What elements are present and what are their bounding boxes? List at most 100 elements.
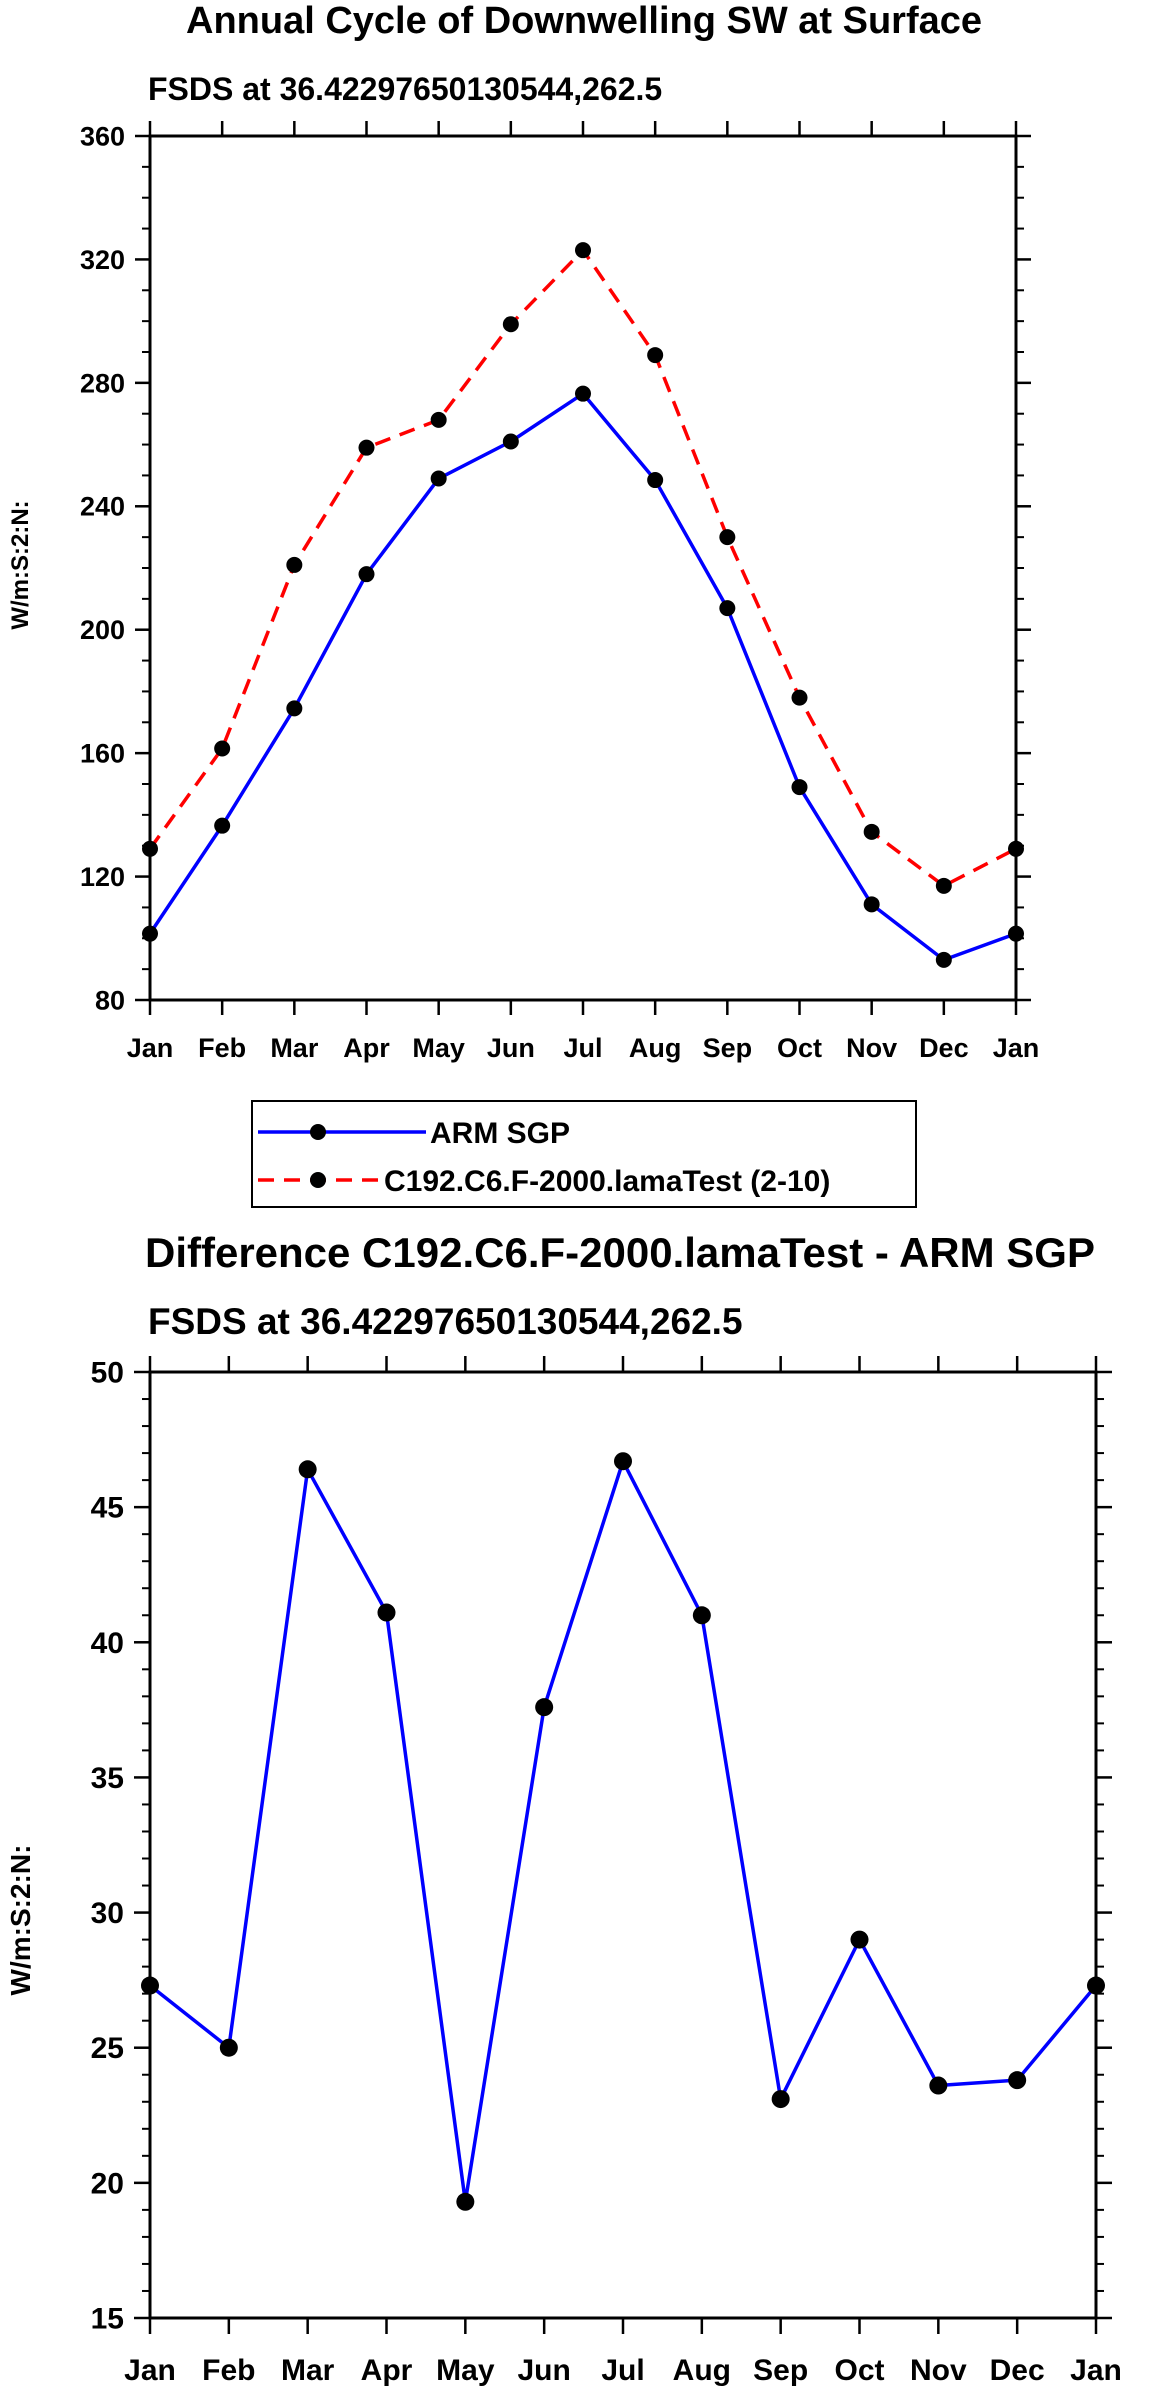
y-tick-label: 45	[91, 1492, 124, 1525]
series-0-point	[535, 1698, 554, 1717]
series-0-point	[286, 700, 303, 717]
series-0-point	[1087, 1976, 1105, 1995]
x-tick-label: Feb	[202, 2354, 255, 2387]
series-1-point	[647, 347, 664, 364]
x-tick-label: Apr	[343, 1033, 390, 1063]
x-tick-label: Jan	[127, 1033, 174, 1063]
series-1-point	[286, 556, 303, 573]
x-tick-label: Jan	[124, 2354, 176, 2387]
x-tick-label: Feb	[198, 1033, 246, 1063]
x-tick-label: May	[436, 2354, 495, 2387]
series-0-point	[430, 470, 447, 487]
bottom-chart-x-tick-labels: Jan Feb Mar Apr May Jun Jul Aug Sep Oct Nov Dec Jan	[124, 2354, 1122, 2387]
x-tick-label: Dec	[990, 2354, 1045, 2387]
x-tick-label: Mar	[270, 1033, 319, 1063]
series-0-point	[575, 385, 591, 402]
legend-label-c192: C192.C6.F-2000.lamaTest (2-10)	[384, 1165, 830, 1198]
top-chart-title: Annual Cycle of Downwelling SW at Surfac…	[186, 0, 982, 42]
legend-marker-c192	[310, 1172, 326, 1188]
series-1-point	[719, 529, 736, 546]
y-tick-label: 25	[91, 2032, 124, 2065]
bottom-chart-subtitle: FSDS at 36.42297650130544,262.5	[148, 1301, 743, 1342]
top-chart-ticks	[135, 121, 1031, 1015]
bottom-chart: Difference C192.C6.F-2000.lamaTest - ARM…	[5, 1229, 1122, 2387]
series-0-point	[692, 1606, 711, 1625]
bottom-chart-series	[141, 1452, 1105, 2211]
y-tick-label: 120	[80, 862, 125, 892]
x-tick-label: Dec	[919, 1033, 969, 1063]
bottom-chart-ylabel: W/m:S:2:N:	[5, 1845, 36, 1996]
series-0-point	[935, 951, 952, 968]
x-tick-label: Sep	[753, 2354, 808, 2387]
series-0-point	[141, 1976, 159, 1995]
x-tick-label: Jun	[517, 2354, 570, 2387]
x-tick-label: Jul	[601, 2354, 644, 2387]
x-tick-label: Jan	[993, 1033, 1040, 1063]
series-1-point	[430, 411, 447, 428]
top-chart-y-tick-labels: 80 120 160 200 240 280 320 360	[80, 121, 125, 1015]
x-tick-label: Jul	[563, 1033, 602, 1063]
series-0-point	[142, 925, 158, 942]
x-tick-label: Oct	[834, 2354, 884, 2387]
x-tick-label: Apr	[361, 2354, 413, 2387]
y-tick-label: 160	[80, 739, 125, 769]
y-tick-label: 280	[80, 368, 125, 398]
series-1-point	[935, 877, 952, 894]
series-1-point	[1008, 840, 1024, 857]
series-0-point	[298, 1460, 317, 1479]
y-tick-label: 35	[91, 1762, 124, 1795]
series-1-point	[863, 823, 880, 840]
series-0-point	[791, 779, 808, 796]
x-tick-label: Aug	[673, 2354, 731, 2387]
bottom-chart-title: Difference C192.C6.F-2000.lamaTest - ARM…	[145, 1229, 1095, 1276]
series-0-point	[502, 433, 519, 450]
top-chart: Annual Cycle of Downwelling SW at Surfac…	[7, 0, 1040, 1208]
series-1-point	[214, 740, 231, 757]
top-chart-series	[142, 242, 1024, 968]
x-tick-label: Jun	[487, 1033, 535, 1063]
top-chart-x-tick-labels: Jan Feb Mar Apr May Jun Jul Aug Sep Oct Nov Dec Jan	[127, 1033, 1040, 1063]
y-tick-label: 320	[80, 245, 125, 275]
x-tick-label: May	[412, 1033, 465, 1063]
series-0-point	[647, 472, 664, 489]
bottom-chart-ticks	[134, 1356, 1112, 2334]
top-chart-legend: ARM SGP C192.C6.F-2000.lamaTest (2-10)	[251, 1100, 917, 1208]
legend-marker-arm-sgp	[310, 1124, 326, 1140]
series-line-0	[148, 1459, 1098, 2204]
bottom-chart-y-tick-labels: 15 20 25 30 35 40 45 50	[91, 1357, 124, 2336]
top-chart-subtitle: FSDS at 36.42297650130544,262.5	[148, 71, 662, 107]
x-tick-label: Sep	[703, 1033, 753, 1063]
y-tick-label: 30	[91, 1897, 124, 1930]
x-tick-label: Jan	[1070, 2354, 1122, 2387]
legend-frame	[251, 1100, 917, 1208]
series-1-point	[358, 439, 375, 456]
y-tick-label: 240	[80, 492, 125, 522]
series-0-point	[850, 1930, 869, 1949]
series-1-point	[502, 316, 519, 333]
legend-item-c192: C192.C6.F-2000.lamaTest (2-10)	[258, 1165, 830, 1198]
top-chart-ylabel: W/m:S:2:N:	[7, 500, 34, 629]
y-tick-label: 20	[91, 2167, 124, 2200]
legend-item-arm-sgp: ARM SGP	[258, 1117, 570, 1150]
x-tick-label: Nov	[910, 2354, 967, 2387]
x-tick-label: Nov	[846, 1033, 897, 1063]
series-line-1	[148, 248, 1017, 888]
series-0-point	[1008, 2071, 1027, 2090]
series-0-point	[456, 2192, 475, 2211]
series-0-point	[377, 1603, 396, 1622]
series-0-point	[219, 2038, 238, 2057]
y-tick-label: 15	[91, 2303, 124, 2336]
y-tick-label: 360	[80, 121, 125, 151]
series-1-point	[575, 242, 591, 259]
x-tick-label: Oct	[777, 1033, 822, 1063]
series-0-point	[1008, 925, 1024, 942]
y-tick-label: 200	[80, 615, 125, 645]
y-tick-label: 40	[91, 1627, 124, 1660]
legend-label-arm-sgp: ARM SGP	[430, 1117, 570, 1150]
series-0-point	[719, 600, 736, 617]
series-0-point	[214, 817, 231, 834]
series-0-point	[863, 896, 880, 913]
series-line-0	[148, 391, 1017, 962]
series-1-point	[142, 840, 158, 857]
